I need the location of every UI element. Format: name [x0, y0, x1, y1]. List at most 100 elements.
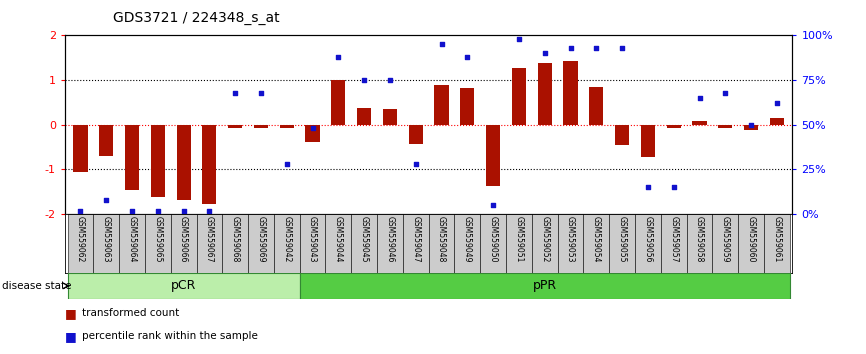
Point [74, 208, 87, 213]
Point [151, 208, 165, 213]
Bar [383, 109, 397, 125]
Point [564, 45, 578, 51]
Bar [558, 214, 584, 273]
Text: GSM559069: GSM559069 [256, 216, 266, 262]
Text: GSM559043: GSM559043 [308, 216, 317, 262]
Point [306, 126, 320, 131]
Bar [641, 125, 655, 157]
Point [744, 122, 758, 127]
Bar [223, 214, 248, 273]
Bar [460, 88, 475, 125]
Point [486, 202, 500, 208]
Bar [693, 121, 707, 125]
Text: GSM559063: GSM559063 [101, 216, 111, 262]
Bar [481, 214, 506, 273]
Bar [713, 214, 738, 273]
Bar [177, 125, 191, 200]
Point [280, 161, 294, 167]
Point [615, 45, 629, 51]
Point [229, 90, 242, 96]
Bar [738, 214, 764, 273]
Bar [403, 214, 429, 273]
Point [358, 77, 372, 83]
Bar [506, 214, 532, 273]
Text: disease state: disease state [2, 281, 71, 291]
Point [667, 184, 681, 190]
Bar [68, 214, 94, 273]
Text: GSM559062: GSM559062 [76, 216, 85, 262]
Text: pPR: pPR [533, 279, 557, 292]
Text: GSM559068: GSM559068 [230, 216, 240, 262]
Bar [94, 214, 120, 273]
Point [641, 184, 655, 190]
Text: GDS3721 / 224348_s_at: GDS3721 / 224348_s_at [113, 11, 279, 25]
Point [693, 95, 707, 101]
Text: GSM559053: GSM559053 [566, 216, 575, 262]
Bar [589, 87, 604, 125]
Text: GSM559051: GSM559051 [514, 216, 523, 262]
Bar [280, 125, 294, 129]
Bar [171, 214, 197, 273]
Point [435, 41, 449, 47]
Point [770, 101, 784, 106]
Bar [300, 273, 790, 299]
Text: ■: ■ [65, 307, 77, 320]
Text: GSM559066: GSM559066 [179, 216, 188, 262]
Bar [203, 125, 216, 204]
Text: GSM559050: GSM559050 [488, 216, 498, 262]
Bar [68, 273, 300, 299]
Bar [429, 214, 455, 273]
Bar [332, 80, 346, 125]
Text: GSM559057: GSM559057 [669, 216, 678, 262]
Bar [538, 63, 552, 125]
Bar [532, 214, 558, 273]
Bar [512, 68, 526, 125]
Point [719, 90, 733, 96]
Bar [254, 125, 268, 129]
Bar [120, 214, 145, 273]
Text: GSM559065: GSM559065 [153, 216, 162, 262]
Bar [125, 125, 139, 190]
Bar [377, 214, 403, 273]
Bar [564, 61, 578, 125]
Bar [687, 214, 713, 273]
Text: GSM559042: GSM559042 [282, 216, 291, 262]
Point [461, 54, 475, 60]
Text: GSM559067: GSM559067 [205, 216, 214, 262]
Point [125, 208, 139, 213]
Point [538, 50, 552, 56]
Bar [661, 214, 687, 273]
Bar [667, 125, 681, 129]
Point [203, 208, 216, 213]
Bar [610, 214, 635, 273]
Text: GSM559047: GSM559047 [411, 216, 420, 262]
Bar [197, 214, 223, 273]
Point [254, 90, 268, 96]
Bar [409, 125, 423, 144]
Bar [584, 214, 610, 273]
Text: GSM559049: GSM559049 [462, 216, 472, 262]
Text: GSM559052: GSM559052 [540, 216, 549, 262]
Text: GSM559046: GSM559046 [385, 216, 395, 262]
Bar [74, 125, 87, 172]
Point [383, 77, 397, 83]
Text: GSM559055: GSM559055 [617, 216, 627, 262]
Point [512, 36, 526, 42]
Bar [486, 125, 501, 187]
Bar [248, 214, 274, 273]
Text: transformed count: transformed count [82, 308, 179, 318]
Text: GSM559056: GSM559056 [643, 216, 652, 262]
Bar [145, 214, 171, 273]
Bar [151, 125, 165, 197]
Bar [326, 214, 352, 273]
Bar [228, 125, 242, 129]
Bar [300, 214, 326, 273]
Bar [99, 125, 113, 156]
Text: GSM559058: GSM559058 [695, 216, 704, 262]
Text: GSM559045: GSM559045 [359, 216, 369, 262]
Bar [744, 125, 759, 130]
Text: GSM559044: GSM559044 [334, 216, 343, 262]
Text: GSM559054: GSM559054 [591, 216, 601, 262]
Text: pCR: pCR [171, 279, 197, 292]
Text: GSM559061: GSM559061 [772, 216, 781, 262]
